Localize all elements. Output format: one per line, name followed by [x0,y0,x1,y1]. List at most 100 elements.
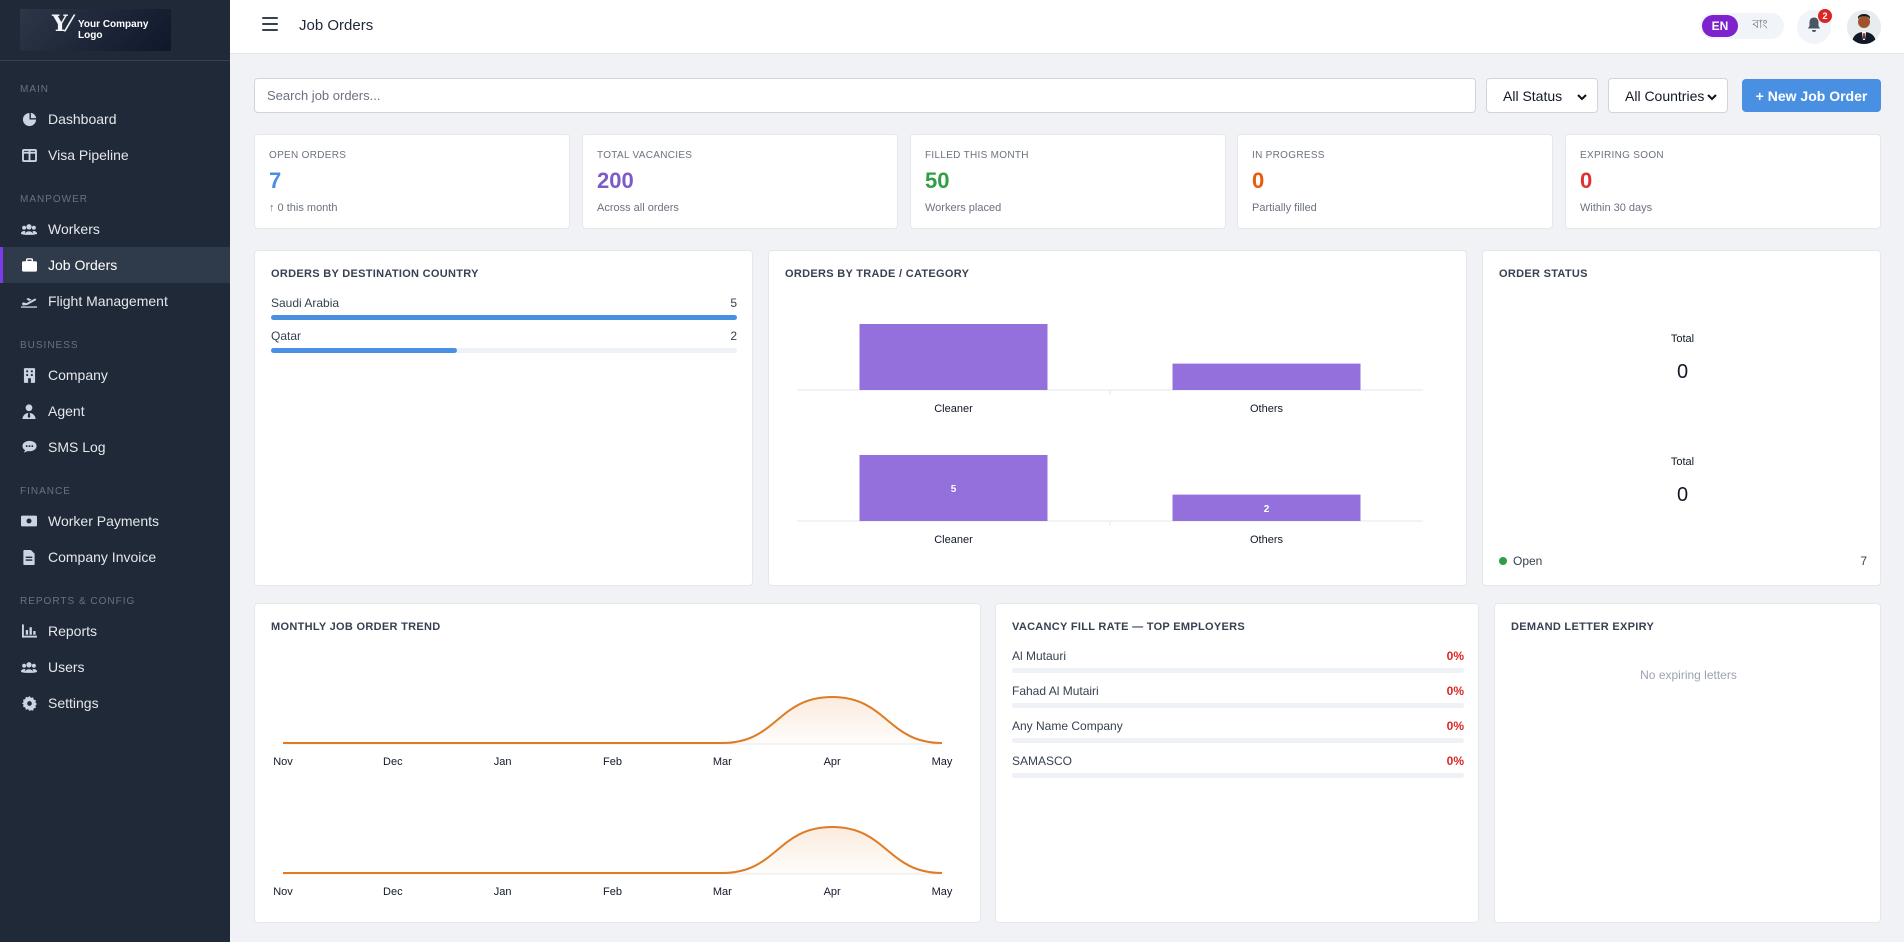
sidebar-item-label: Job Orders [48,257,118,273]
sidebar-item-dashboard[interactable]: Dashboard [0,101,230,137]
language-toggle[interactable]: EN বাং [1700,13,1784,39]
lang-en-button[interactable]: EN [1702,15,1738,37]
total-value: 0 [1676,361,1689,383]
sidebar-item-label: Settings [48,695,99,711]
destination-row: Qatar 2 [271,329,737,353]
employer-name: Any Name Company [1012,719,1123,733]
country-name: Qatar [271,329,302,343]
lang-bn-button[interactable]: বাং [1752,17,1768,31]
stat-label: IN PROGRESS [1252,150,1325,161]
logo-mark-icon: Y⁄ [52,11,72,37]
hamburger-menu-icon[interactable] [262,17,278,31]
sidebar-item-label: Visa Pipeline [48,147,129,163]
trend-line [283,695,943,744]
employer-row: Fahad Al Mutairi 0% [1012,684,1464,708]
sidebar-item-worker-payments[interactable]: Worker Payments [0,503,230,539]
sidebar-item-job-orders[interactable]: Job Orders [0,247,230,283]
chat-icon [21,439,37,455]
panel-title: ORDERS BY DESTINATION COUNTRY [271,268,479,280]
panel-title: ORDER STATUS [1499,268,1588,280]
sidebar-item-label: Dashboard [48,111,117,127]
sidebar-item-users[interactable]: Users [0,649,230,685]
progress-track [271,348,737,353]
section-reports: REPORTS & CONFIG [20,596,136,607]
sidebar-item-settings[interactable]: Settings [0,685,230,721]
gear-icon [21,695,37,711]
panel-title: DEMAND LETTER EXPIRY [1511,621,1655,633]
monthly-trend-chart: Nov Dec Jan Feb Mar Apr May Nov Dec Jan Feb Mar Apr M… [273,695,953,898]
demand-letter-panel: DEMAND LETTER EXPIRY No expiring letters [1494,603,1881,923]
country-count: 5 [730,296,737,310]
building-icon [21,367,37,383]
sidebar-item-label: Company Invoice [48,549,157,565]
employer-pct: 0% [1446,754,1464,768]
sidebar-item-label: Workers [48,221,100,237]
monthly-trend-panel: MONTHLY JOB ORDER TREND Nov Dec Jan Feb Mar A… [254,603,981,923]
sidebar-item-reports[interactable]: Reports [0,613,230,649]
stat-label: OPEN ORDERS [269,150,347,161]
new-job-order-button[interactable]: + New Job Order [1742,79,1881,112]
stat-card-in-progress: IN PROGRESS 0 Partially filled [1237,134,1553,229]
progress-track [1012,773,1464,778]
bar-cleaner [859,455,1048,521]
country-select[interactable]: All Countries [1608,78,1728,113]
tick-label: Mar [713,756,732,768]
money-icon [21,513,37,529]
stat-card-filled-this-month: FILLED THIS MONTH 50 Workers placed [910,134,1226,229]
section-main: MAIN [20,84,49,95]
stat-sub: Workers placed [925,202,1002,214]
trade-chart: Cleaner Others Cleaner 5 Others 2 [797,324,1423,546]
trade-panel: ORDERS BY TRADE / CATEGORY Cleaner Others… [768,250,1467,586]
sidebar-item-label: Reports [48,623,98,639]
tick-label: Apr [824,756,841,768]
tick-label: Feb [603,886,622,898]
tick-label: Cleaner [934,534,973,546]
panel-title: VACANCY FILL RATE — TOP EMPLOYERS [1012,621,1245,633]
stat-sub: Across all orders [597,202,679,214]
employer-pct: 0% [1446,649,1464,663]
sidebar-item-company-invoice[interactable]: Company Invoice [0,539,230,575]
legend-label: Open [1513,554,1543,568]
tick-label: Nov [273,886,293,898]
trend-line [283,825,943,874]
sidebar-item-label: SMS Log [48,439,106,455]
page-title: Job Orders [299,17,374,34]
tick-label: May [932,756,953,768]
tick-label: Dec [383,886,403,898]
avatar[interactable] [1847,10,1881,44]
legend-value: 7 [1860,554,1867,568]
status-select[interactable]: All Status [1486,78,1598,113]
country-select-value: All Countries [1625,87,1705,104]
stat-card-expiring-soon: EXPIRING SOON 0 Within 30 days [1565,134,1881,229]
search-input[interactable] [254,78,1476,113]
company-logo[interactable]: Y⁄ Your Company Logo [20,9,171,51]
sidebar-item-company[interactable]: Company [0,357,230,393]
invoice-icon [21,549,37,565]
stat-value: 0 [1580,168,1593,193]
sidebar-item-visa-pipeline[interactable]: Visa Pipeline [0,137,230,173]
trend-area [283,827,942,873]
data-label: 2 [1264,504,1270,515]
employer-name: Al Mutauri [1012,649,1067,663]
sidebar-item-agent[interactable]: Agent [0,393,230,429]
sidebar-item-sms-log[interactable]: SMS Log [0,429,230,465]
tick-label: May [932,886,953,898]
tick-label: Nov [273,756,293,768]
progress-track [271,315,737,320]
notification-button[interactable]: 2 [1797,9,1832,44]
sidebar-item-label: Users [48,659,85,675]
sidebar-item-label: Worker Payments [48,513,159,529]
total-label: Total [1670,333,1695,345]
data-label: 5 [951,484,957,495]
briefcase-icon [21,257,37,273]
total-label: Total [1670,456,1695,468]
stat-value: 200 [597,168,634,193]
empty-state: No expiring letters [1640,668,1737,682]
section-business: BUSINESS [20,340,79,351]
tick-label: Apr [824,886,841,898]
sidebar-item-workers[interactable]: Workers [0,211,230,247]
sidebar-item-flight-management[interactable]: Flight Management [0,283,230,319]
stat-label: TOTAL VACANCIES [597,150,693,161]
stat-sub: Within 30 days [1580,202,1653,214]
progress-fill [271,315,737,320]
